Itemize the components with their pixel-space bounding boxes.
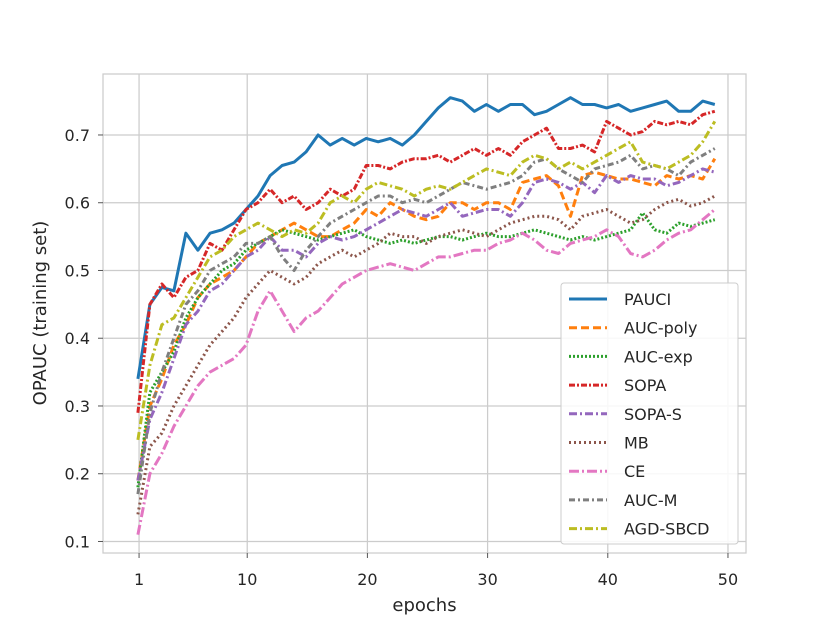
x-tick-label: 20 — [357, 570, 377, 589]
legend-label: MB — [624, 434, 649, 453]
legend-label: CE — [624, 462, 645, 481]
series-line-auc-poly — [136, 157, 717, 481]
legend-frame — [560, 282, 739, 545]
series-line-agd-sbcd — [136, 120, 717, 441]
x-tick-label: 30 — [477, 570, 497, 589]
legend-label: PAUCI — [624, 290, 671, 309]
y-tick-label: 0.5 — [65, 261, 90, 280]
series-line-sopa — [136, 109, 716, 413]
x-tick-label: 40 — [598, 570, 618, 589]
y-axis-ticks: 0.1 0.2 0.3 0.4 0.5 0.6 0.7 — [65, 126, 103, 551]
x-axis-label: epochs — [392, 595, 456, 616]
series-line-sopa-s — [136, 167, 716, 481]
plot-frame — [102, 73, 747, 554]
y-tick-label: 0.3 — [65, 397, 90, 416]
x-tick-label: 10 — [237, 570, 257, 589]
series-lines — [136, 96, 717, 535]
legend: PAUCI AUC-poly AUC-exp SOPA SOPA-S MB CE AUC-M A… — [560, 282, 739, 545]
series-line-mb — [136, 194, 716, 515]
legend-label: AGD-SBCD — [624, 520, 710, 539]
series-line-auc-exp — [136, 211, 716, 488]
y-tick-label: 0.7 — [65, 126, 90, 145]
legend-label: AUC-M — [624, 491, 677, 510]
legend-label: AUC-exp — [624, 347, 693, 366]
series-line-ce — [136, 208, 716, 535]
legend-label: SOPA — [624, 376, 666, 395]
x-tick-label: 50 — [718, 570, 738, 589]
x-tick-label: 1 — [134, 570, 144, 589]
y-tick-label: 0.6 — [65, 194, 90, 213]
x-axis-ticks: 1 10 20 30 40 50 — [134, 553, 738, 589]
legend-label: SOPA-S — [624, 405, 682, 424]
y-tick-label: 0.1 — [65, 532, 90, 551]
y-tick-label: 0.2 — [65, 465, 90, 484]
y-tick-label: 0.4 — [65, 329, 90, 348]
legend-label: AUC-poly — [624, 319, 697, 338]
series-line-pauci — [136, 96, 716, 380]
y-axis-label: OPAUC (training set) — [30, 221, 51, 406]
